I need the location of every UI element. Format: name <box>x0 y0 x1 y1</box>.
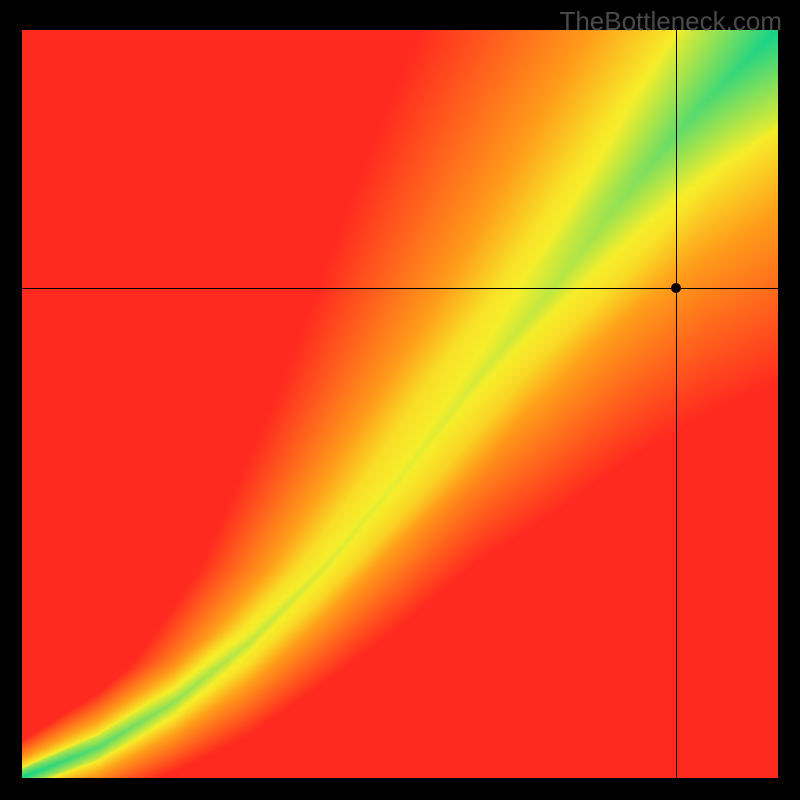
chart-container: TheBottleneck.com <box>0 0 800 800</box>
crosshair-vertical <box>676 30 677 778</box>
bottleneck-heatmap <box>22 30 778 778</box>
plot-area <box>22 30 778 778</box>
watermark-text: TheBottleneck.com <box>559 6 782 37</box>
crosshair-horizontal <box>22 288 778 289</box>
crosshair-point <box>671 283 681 293</box>
